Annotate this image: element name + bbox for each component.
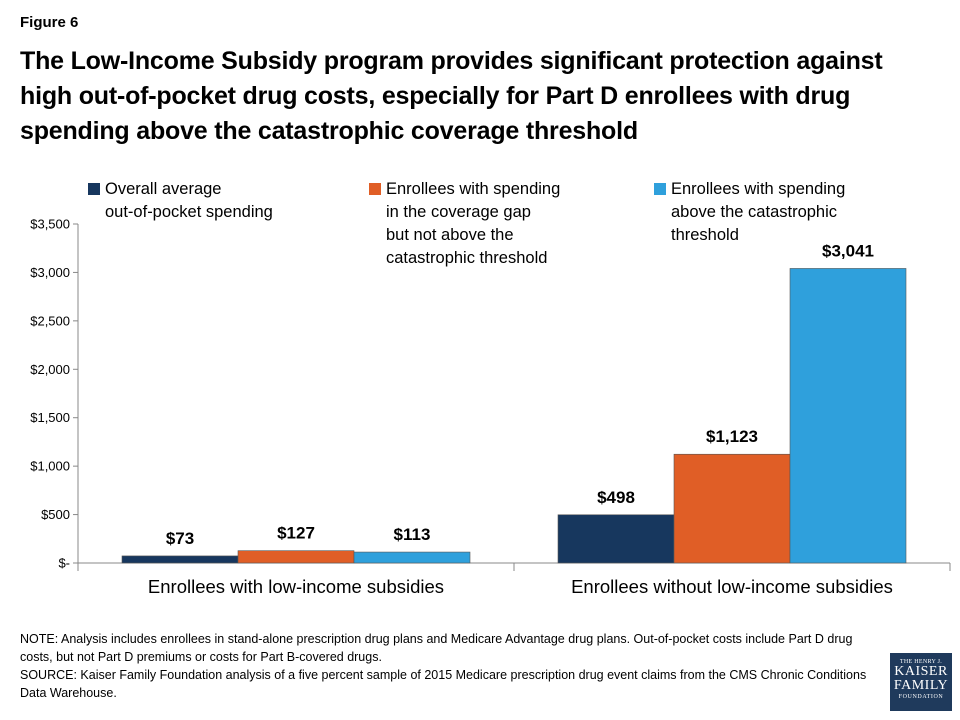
y-tick-label: $- (58, 556, 70, 571)
x-category-label: Enrollees without low-income subsidies (571, 576, 893, 597)
y-tick-label: $3,500 (30, 217, 70, 232)
bar-value-label: $1,123 (706, 427, 758, 446)
y-tick-label: $2,500 (30, 313, 70, 328)
y-tick-label: $1,500 (30, 410, 70, 425)
footnote: NOTE: Analysis includes enrollees in sta… (20, 630, 880, 702)
bar (353, 551, 471, 564)
bar (121, 555, 239, 564)
kff-logo: THE HENRY J. KAISER FAMILY FOUNDATION (890, 653, 952, 711)
y-tick-label: $3,000 (30, 265, 70, 280)
legend-swatch-gap (369, 183, 381, 195)
bar (557, 514, 675, 564)
logo-line-4: FOUNDATION (898, 694, 944, 700)
logo-line-2: KAISER (894, 664, 948, 679)
source-text: SOURCE: Kaiser Family Foundation analysi… (20, 668, 867, 700)
figure-label: Figure 6 (20, 14, 79, 31)
bar-value-label: $113 (394, 525, 431, 544)
bar (789, 268, 907, 564)
legend-label-catastrophic: Enrollees with spending above the catast… (671, 180, 846, 244)
y-tick-label: $2,000 (30, 362, 70, 377)
legend-label-overall: Overall average out-of-pocket spending (105, 180, 273, 221)
bar-value-label: $498 (597, 488, 635, 507)
bar-value-label: $3,041 (822, 241, 874, 260)
legend-swatch-overall (88, 183, 100, 195)
logo-line-1: THE HENRY J. (899, 659, 943, 665)
note-text: NOTE: Analysis includes enrollees in sta… (20, 632, 853, 664)
logo-line-3: FAMILY (893, 678, 949, 693)
y-tick-label: $1,000 (30, 459, 70, 474)
y-tick-label: $500 (41, 507, 70, 522)
legend-label-gap: Enrollees with spending in the coverage … (386, 180, 561, 267)
bar-value-label: $127 (277, 524, 315, 543)
bar (237, 550, 355, 564)
bar-value-label: $73 (166, 529, 194, 548)
chart-title: The Low-Income Subsidy program provides … (20, 47, 883, 145)
bar (673, 453, 791, 564)
x-category-label: Enrollees with low-income subsidies (148, 576, 444, 597)
legend-swatch-catastrophic (654, 183, 666, 195)
